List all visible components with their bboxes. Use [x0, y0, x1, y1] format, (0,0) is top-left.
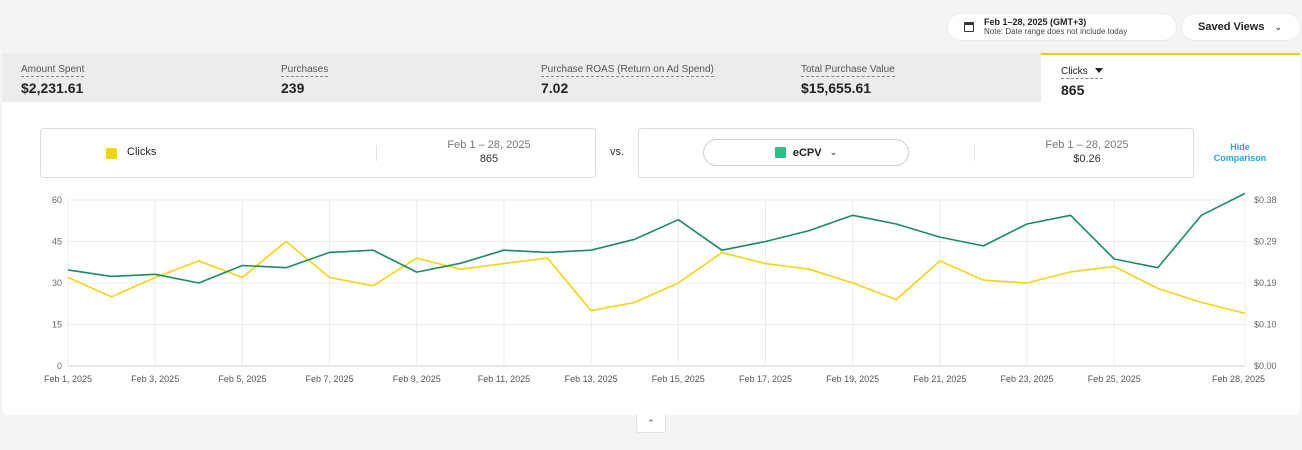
x-tick-label: Feb 3, 2025	[131, 374, 179, 384]
y-left-tick-label: 0	[57, 361, 62, 371]
y-left-tick-label: 15	[52, 320, 62, 330]
x-tick-label: Feb 25, 2025	[1088, 374, 1141, 384]
date-range-note: Note: Date range does not include today	[984, 27, 1128, 36]
x-tick-label: Feb 23, 2025	[1001, 374, 1054, 384]
chevron-down-icon: ⌄	[1274, 21, 1282, 32]
y-left-tick-label: 45	[52, 237, 62, 247]
y-right-tick-label: $0.29	[1254, 237, 1277, 247]
series-line-ecpv	[67, 192, 1246, 284]
kpi-label: Purchase ROAS (Return on Ad Spend)	[541, 64, 714, 77]
saved-views-label: Saved Views	[1198, 21, 1265, 33]
y-right-tick-label: $0.19	[1254, 278, 1277, 288]
clicks-ecpv-line-chart: 0 15 30 45 60 $0.00 $0.10 $0.19 $0.29 $0.38 Feb 1,…	[44, 192, 1277, 384]
x-tick-label: Feb 28, 2025	[1212, 374, 1265, 384]
kpi-clicks-label: Clicks	[1061, 66, 1088, 77]
x-tick-label: Feb 7, 2025	[306, 374, 354, 384]
kpi-amount-spent[interactable]: Amount Spent $2,231.61	[21, 59, 85, 96]
date-range-label: Feb 1–28, 2025 (GMT+3)	[984, 17, 1087, 27]
collapse-chart-button[interactable]: ⌃	[636, 414, 666, 433]
hide-comparison-line2: Comparison	[1213, 153, 1267, 163]
kpi-value: $15,655.61	[801, 80, 872, 96]
kpi-purchases[interactable]: Purchases 239	[281, 59, 329, 96]
y-left-tick-label: 30	[52, 278, 62, 288]
hide-comparison-link[interactable]: Hide Comparison	[1205, 142, 1275, 164]
chevron-up-icon: ⌃	[647, 417, 655, 428]
x-tick-label: Feb 11, 2025	[478, 374, 530, 384]
x-tick-label: Feb 5, 2025	[218, 374, 266, 384]
hide-comparison-line1: Hide	[1230, 142, 1250, 152]
y-right-tick-label: $0.10	[1254, 320, 1277, 330]
kpi-clicks-selected[interactable]: Clicks 865	[1041, 53, 1300, 102]
comparison-right-range: Feb 1 – 28, 2025 $0.26	[999, 138, 1175, 166]
x-tick-label: Feb 17, 2025	[739, 374, 792, 384]
y-right-tick-label: $0.00	[1254, 361, 1277, 371]
ecpv-legend-swatch	[774, 147, 786, 158]
y-right-tick-label: $0.38	[1254, 195, 1277, 205]
kpi-label[interactable]: Clicks	[1061, 66, 1103, 79]
saved-views-button[interactable]: Saved Views ⌄	[1182, 14, 1300, 40]
range-value: 865	[479, 153, 499, 165]
caret-down-icon	[1094, 68, 1103, 73]
comparison-left-range: Feb 1 – 28, 2025 865	[401, 138, 577, 166]
vs-label: vs.	[610, 146, 625, 158]
comparison-right-metric: eCPV	[792, 146, 822, 159]
range-label: Feb 1 – 28, 2025	[1045, 139, 1129, 151]
comparison-right-card: eCPV ⌄ Feb 1 – 28, 2025 $0.26	[638, 128, 1194, 178]
comparison-metric-select[interactable]: eCPV ⌄	[703, 139, 909, 166]
date-range-picker[interactable]: Feb 1–28, 2025 (GMT+3) Note: Date range …	[948, 14, 1176, 40]
kpi-bar: Amount Spent $2,231.61 Purchases 239 Pur…	[2, 53, 1041, 102]
x-tick-label: Feb 1, 2025	[44, 374, 92, 384]
kpi-value: 239	[281, 80, 305, 96]
comparison-left-metric: Clicks	[127, 146, 157, 158]
comparison-left-card: Clicks Feb 1 – 28, 2025 865	[40, 128, 596, 178]
kpi-value: 7.02	[541, 80, 569, 96]
series-line-clicks	[67, 240, 1246, 315]
chevron-down-icon: ⌄	[829, 147, 838, 157]
kpi-value: $2,231.61	[21, 80, 84, 96]
range-value: $0.26	[1073, 153, 1101, 165]
kpi-label: Purchases	[281, 64, 329, 77]
x-tick-label: Feb 21, 2025	[913, 374, 966, 384]
kpi-label: Total Purchase Value	[801, 64, 895, 77]
kpi-purchase-roas[interactable]: Purchase ROAS (Return on Ad Spend) 7.02	[541, 59, 714, 96]
kpi-total-purchase-value[interactable]: Total Purchase Value $15,655.61	[801, 59, 895, 96]
calendar-icon	[964, 22, 974, 32]
kpi-label: Amount Spent	[21, 64, 85, 77]
insights-panel: Amount Spent $2,231.61 Purchases 239 Pur…	[2, 53, 1300, 415]
divider	[974, 145, 975, 161]
x-tick-label: Feb 13, 2025	[565, 374, 618, 384]
date-range-text: Feb 1–28, 2025 (GMT+3) Note: Date range …	[984, 17, 1127, 37]
x-tick-label: Feb 15, 2025	[652, 374, 705, 384]
range-label: Feb 1 – 28, 2025	[447, 139, 531, 151]
divider	[376, 145, 377, 161]
x-tick-label: Feb 9, 2025	[393, 374, 441, 384]
kpi-clicks: Clicks 865	[1061, 61, 1103, 98]
kpi-value: 865	[1061, 82, 1085, 98]
y-left-tick-label: 60	[52, 195, 62, 205]
x-tick-label: Feb 19, 2025	[826, 374, 879, 384]
clicks-legend-swatch	[106, 148, 117, 159]
